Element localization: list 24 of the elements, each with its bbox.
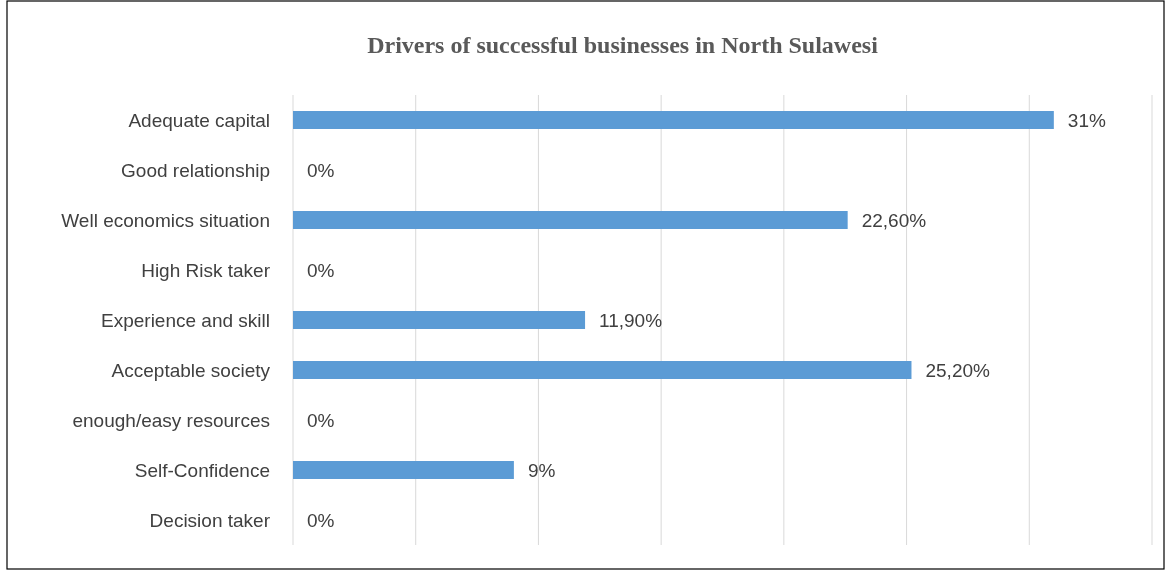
bar	[293, 461, 514, 479]
data-label: 0%	[307, 409, 335, 431]
bar	[293, 111, 1054, 129]
y-tick-label: enough/easy resources	[72, 409, 270, 431]
data-label: 9%	[527, 459, 556, 481]
y-tick-label: Good relationship	[121, 159, 270, 181]
y-tick-label: Decision taker	[149, 509, 271, 531]
y-tick-label: High Risk taker	[141, 259, 271, 281]
bar	[293, 211, 848, 229]
data-label: 11,90%	[599, 309, 663, 331]
data-label: 0%	[307, 259, 335, 281]
data-label: 25,20%	[925, 359, 991, 381]
y-tick-label: Well economics situation	[61, 209, 270, 231]
data-label: 22,60%	[861, 209, 927, 231]
chart-title: Drivers of successful businesses in North Sulawesi	[367, 32, 879, 58]
bar	[293, 311, 586, 329]
bar	[293, 361, 912, 379]
y-tick-label: Experience and skill	[101, 309, 270, 331]
y-tick-label: Acceptable society	[111, 359, 271, 381]
data-label: 0%	[307, 159, 335, 181]
data-label: 31%	[1067, 109, 1106, 131]
y-tick-label: Self-Confidence	[134, 459, 270, 481]
data-label: 0%	[307, 509, 335, 531]
y-tick-label: Adequate capital	[128, 109, 270, 131]
